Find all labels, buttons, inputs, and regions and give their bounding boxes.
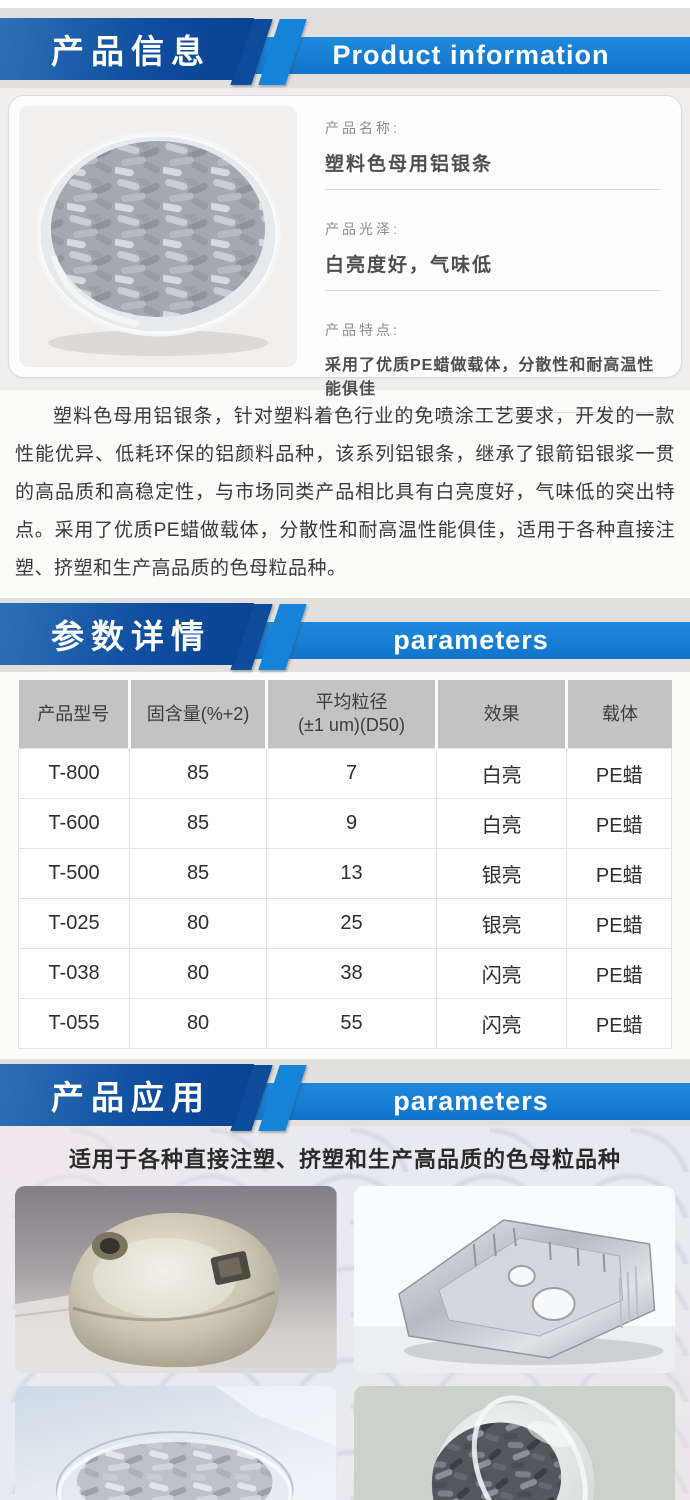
col-header-solid-content: 固含量(%+2) (127, 680, 267, 749)
banner-title-en: Product information (332, 40, 610, 70)
application-photo-grid (0, 1184, 690, 1500)
banner-title-zh: 产品应用 (51, 1079, 211, 1116)
cell-solid-content: 85 (128, 848, 268, 899)
col-header-particle-size-line2: (±1 um)(D50) (298, 715, 405, 735)
banner-english-bar: parameters (252, 622, 690, 659)
housing-illustration (15, 1186, 337, 1373)
banner-zone-application: parameters 产品应用 (0, 1059, 690, 1131)
enclosure-illustration (353, 1186, 675, 1373)
cell-carrier: PE蜡 (566, 848, 672, 899)
cell-model: T-038 (18, 948, 130, 999)
table-row: T-025 80 25 银亮 PE蜡 (18, 898, 672, 949)
product-description: 塑料色母用铝银条，针对塑料着色行业的免喷涂工艺要求，开发的一款性能优异、低耗环保… (15, 406, 675, 579)
cell-effect: 银亮 (435, 898, 568, 949)
parameters-table: 产品型号 固含量(%+2) 平均粒径 (±1 um)(D50) 效果 载体 T-… (18, 680, 672, 1049)
parameters-table-zone: 产品型号 固含量(%+2) 平均粒径 (±1 um)(D50) 效果 载体 T-… (0, 672, 690, 1059)
cell-solid-content: 80 (128, 898, 268, 949)
field-label: 产品名称: (325, 120, 400, 136)
field-value: 塑料色母用铝银条 (325, 149, 661, 190)
banner-product-info: Product information 产品信息 (0, 18, 690, 85)
table-row: T-500 85 13 银亮 PE蜡 (18, 848, 672, 899)
field-product-feature: 产品特点: 采用了优质PE蜡做载体，分散性和耐高温性能俱佳 (325, 320, 661, 413)
pellets-dish-illustration (15, 1386, 337, 1500)
cell-model: T-025 (18, 898, 130, 949)
cell-solid-content: 85 (128, 798, 268, 849)
application-caption: 适用于各种直接注塑、挤塑和生产高品质的色母粒品种 (68, 1147, 621, 1172)
banner-english-bar: Product information (252, 37, 690, 74)
field-value: 采用了优质PE蜡做载体，分散性和耐高温性能俱佳 (325, 351, 661, 413)
top-strip (0, 0, 690, 8)
banner-english-bar: parameters (252, 1083, 690, 1120)
product-card: 产品名称: 塑料色母用铝银条 产品光泽: 白亮度好，气味低 产品特点: 采用了优… (8, 95, 682, 413)
col-header-particle-size-line1: 平均粒径 (315, 692, 388, 712)
cell-solid-content: 85 (128, 748, 268, 799)
cell-particle-size: 13 (266, 848, 437, 899)
silver-coated-housing-photo (15, 1186, 337, 1373)
banner-chinese-block: 参数详情 (0, 603, 254, 665)
field-product-name: 产品名称: 塑料色母用铝银条 (325, 118, 661, 190)
field-label: 产品特点: (325, 322, 400, 338)
banner-title-zh: 参数详情 (51, 618, 211, 655)
cell-carrier: PE蜡 (566, 748, 672, 799)
col-header-particle-size: 平均粒径 (±1 um)(D50) (265, 680, 437, 749)
table-row: T-055 80 55 闪亮 PE蜡 (18, 998, 672, 1049)
cell-carrier: PE蜡 (566, 898, 672, 949)
cell-carrier: PE蜡 (566, 798, 672, 849)
cell-carrier: PE蜡 (566, 998, 672, 1049)
cell-effect: 白亮 (435, 798, 568, 849)
banner-zone-product-info: Product information 产品信息 (0, 8, 690, 88)
cell-model: T-500 (18, 848, 130, 899)
col-header-effect: 效果 (434, 680, 567, 749)
cell-model: T-800 (18, 748, 130, 799)
field-value: 白亮度好，气味低 (325, 250, 661, 291)
banner-title-en: parameters (393, 625, 549, 655)
banner-chinese-block: 产品应用 (0, 1064, 254, 1126)
table-row: T-038 80 38 闪亮 PE蜡 (18, 948, 672, 999)
cell-solid-content: 80 (128, 998, 268, 1049)
cell-model: T-055 (18, 998, 130, 1049)
cell-effect: 闪亮 (435, 998, 568, 1049)
banner-title-zh: 产品信息 (51, 33, 211, 70)
table-row: T-800 85 7 白亮 PE蜡 (18, 748, 672, 799)
table-header-row: 产品型号 固含量(%+2) 平均粒径 (±1 um)(D50) 效果 载体 (18, 680, 672, 749)
banner-title-en: parameters (393, 1086, 549, 1116)
banner-zone-parameters: parameters 参数详情 (0, 598, 690, 672)
description-zone: 塑料色母用铝银条，针对塑料着色行业的免喷涂工艺要求，开发的一款性能优异、低耗环保… (0, 390, 690, 598)
pellets-bowl-illustration (353, 1386, 675, 1500)
machined-aluminum-enclosure-photo (353, 1186, 675, 1373)
cell-effect: 闪亮 (435, 948, 568, 999)
field-product-gloss: 产品光泽: 白亮度好，气味低 (325, 219, 661, 291)
cell-solid-content: 80 (128, 948, 268, 999)
cell-model: T-600 (18, 798, 130, 849)
aluminum-pellets-bowl-photo (353, 1386, 675, 1500)
product-photo-illustration (19, 106, 297, 367)
cell-particle-size: 7 (266, 748, 437, 799)
cell-particle-size: 38 (266, 948, 437, 999)
product-fields: 产品名称: 塑料色母用铝银条 产品光泽: 白亮度好，气味低 产品特点: 采用了优… (297, 106, 671, 413)
cell-particle-size: 55 (266, 998, 437, 1049)
cell-particle-size: 25 (266, 898, 437, 949)
product-photo (19, 106, 297, 367)
col-header-carrier: 载体 (565, 680, 672, 749)
col-header-model: 产品型号 (18, 680, 130, 749)
table-row: T-600 85 9 白亮 PE蜡 (18, 798, 672, 849)
banner-parameters: parameters 参数详情 (0, 603, 690, 670)
field-label: 产品光泽: (325, 221, 400, 237)
cell-particle-size: 9 (266, 798, 437, 849)
cell-effect: 白亮 (435, 748, 568, 799)
cell-carrier: PE蜡 (566, 948, 672, 999)
cell-effect: 银亮 (435, 848, 568, 899)
banner-chinese-block: 产品信息 (0, 18, 254, 80)
application-zone: 适用于各种直接注塑、挤塑和生产高品质的色母粒品种 (0, 1126, 690, 1500)
banner-application: parameters 产品应用 (0, 1064, 690, 1131)
product-card-zone: 产品名称: 塑料色母用铝银条 产品光泽: 白亮度好，气味低 产品特点: 采用了优… (0, 88, 690, 413)
aluminum-pellets-dish-photo (15, 1386, 337, 1500)
